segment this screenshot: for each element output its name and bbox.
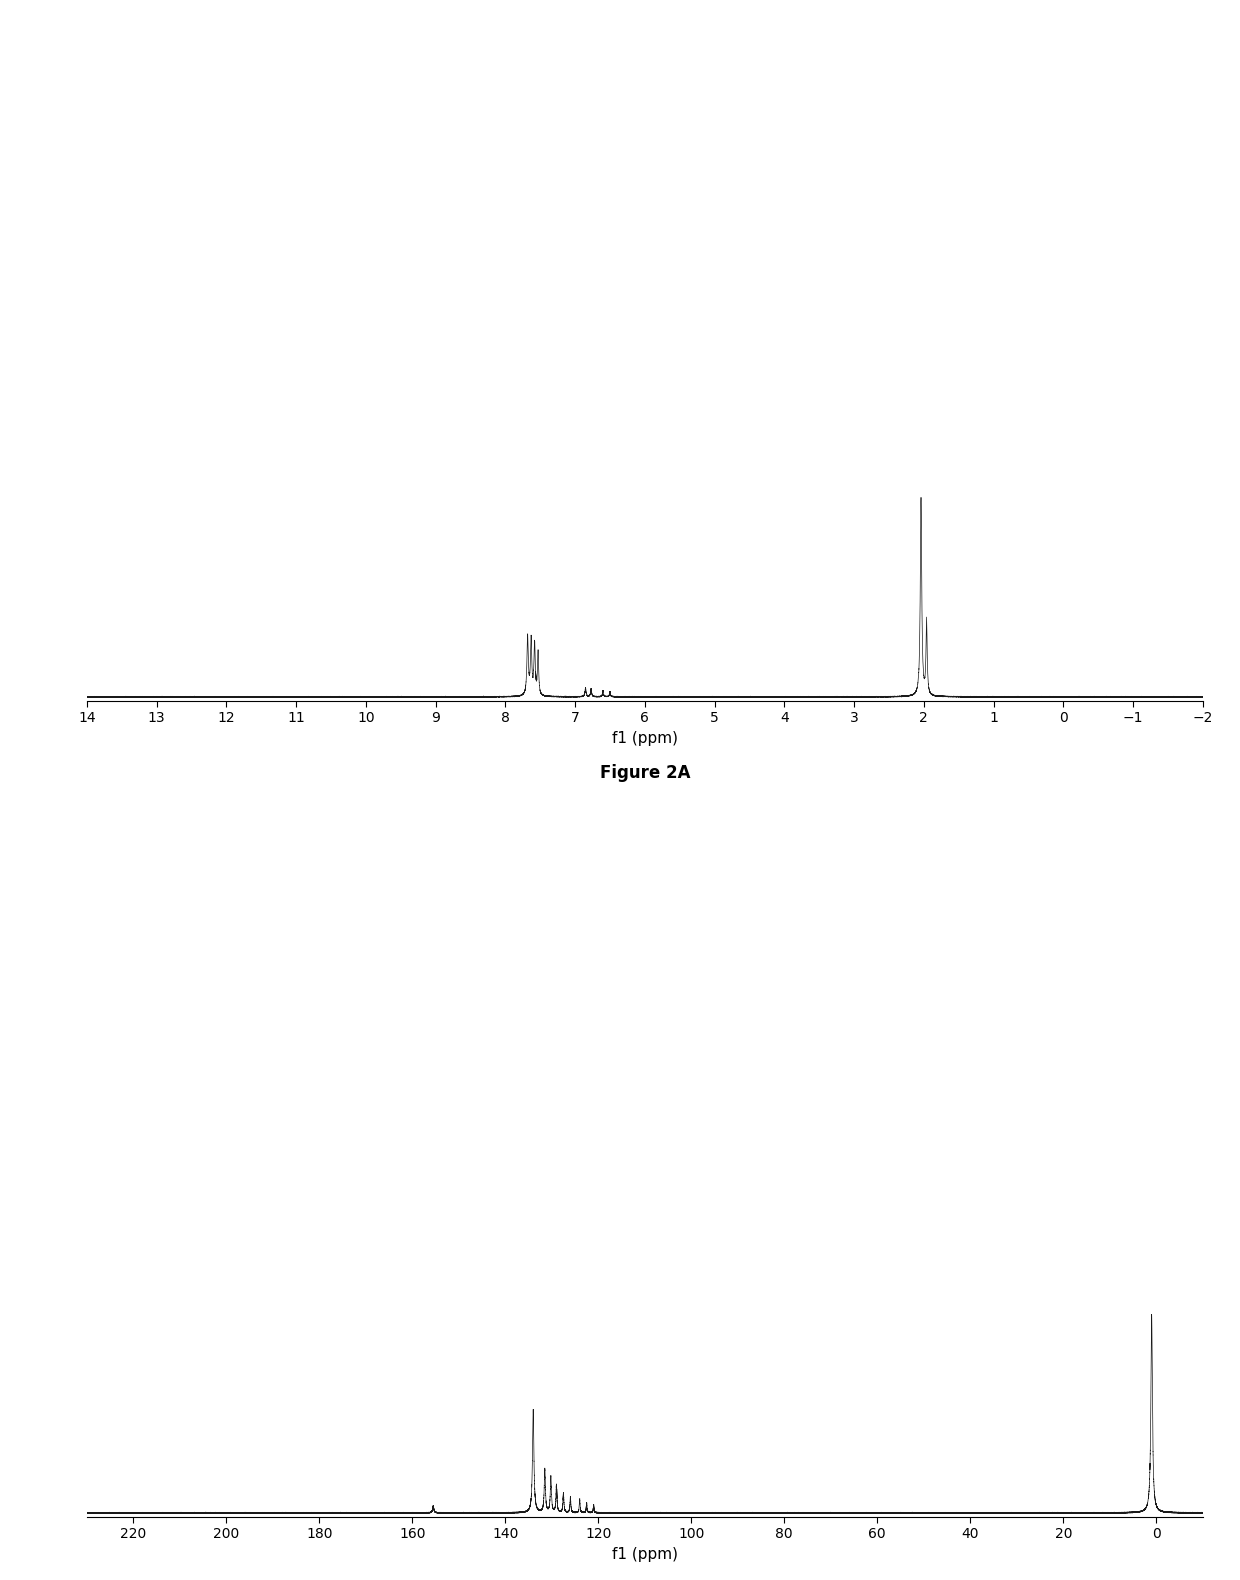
X-axis label: f1 (ppm): f1 (ppm) [611,1547,678,1561]
X-axis label: f1 (ppm): f1 (ppm) [611,730,678,746]
Text: Figure 2A: Figure 2A [600,765,689,782]
